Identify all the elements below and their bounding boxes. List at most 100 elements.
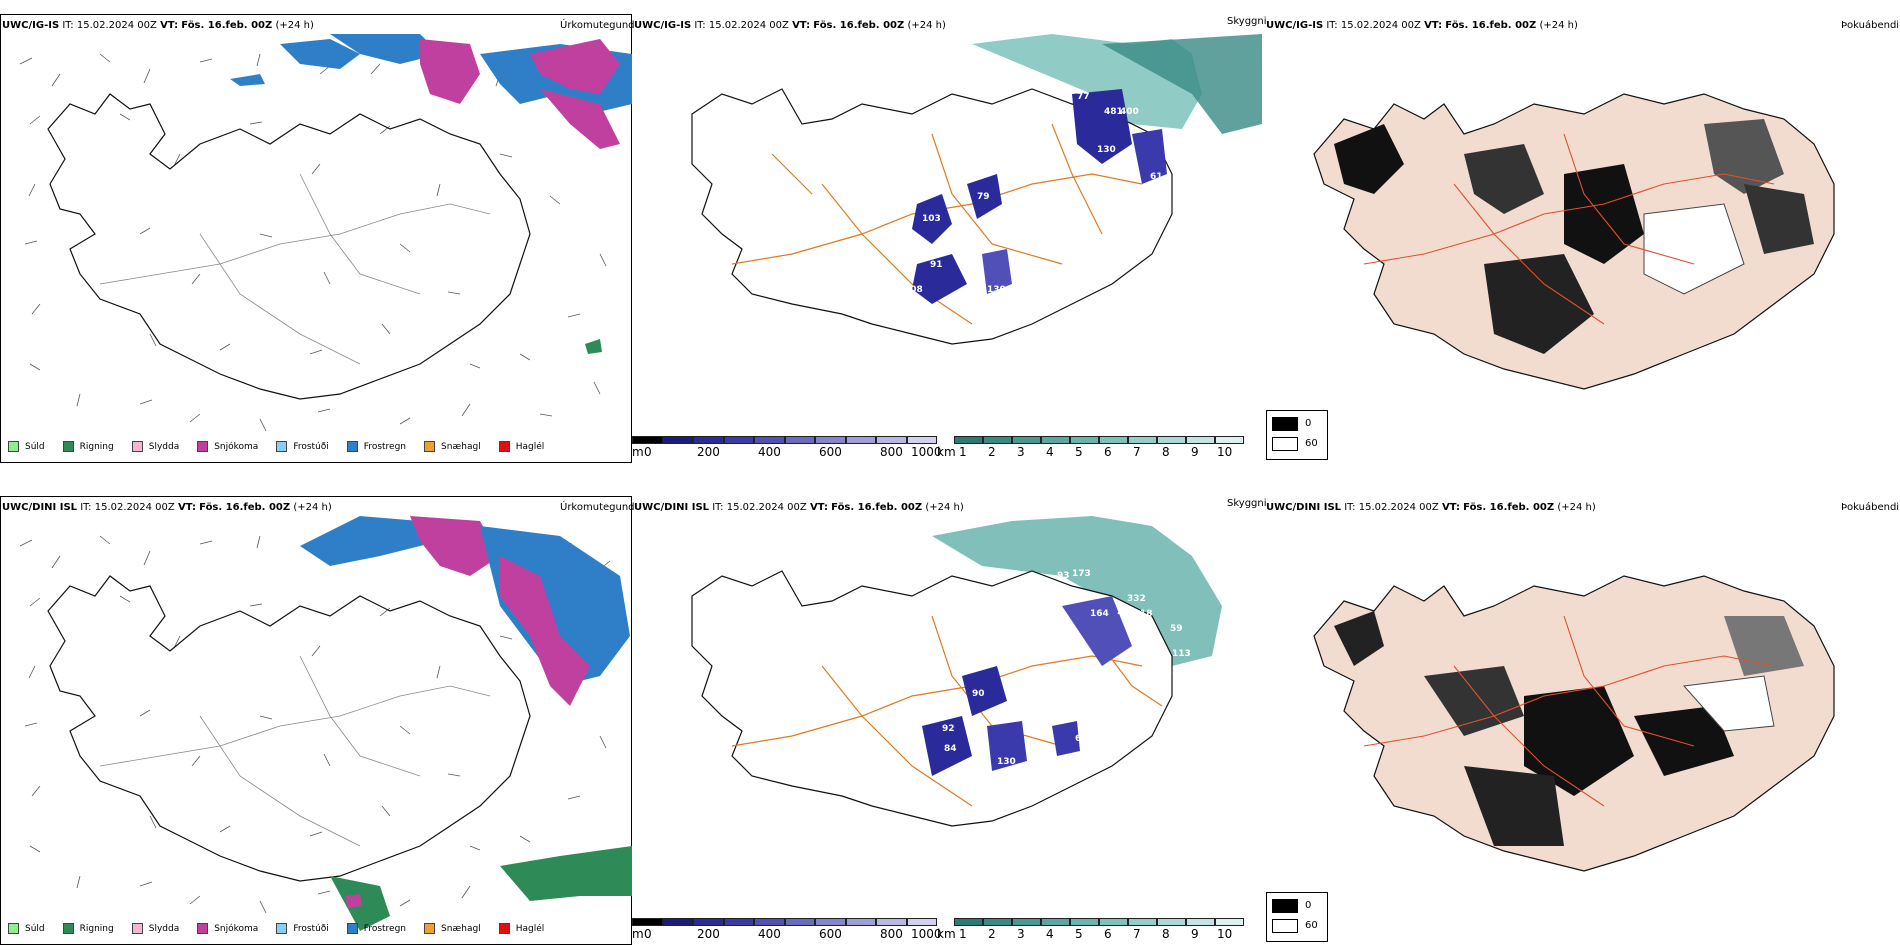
precip-map — [19, 34, 632, 432]
map-value-label: 105 — [1137, 202, 1156, 212]
colorbar-tick: 400 — [758, 445, 781, 459]
legend-item: Snæhagl — [424, 441, 481, 452]
map-value-label: 130 — [997, 757, 1016, 767]
visibility-map: 173 93 332 164 22 18 59 47 113 38 90 92 … — [691, 516, 1222, 827]
map-value-label: 59 — [1170, 624, 1183, 634]
fog-key-label: 60 — [1305, 920, 1318, 931]
precip-map — [19, 516, 632, 931]
visibility-value-labels: 173 93 332 164 22 18 59 47 113 38 90 92 … — [942, 569, 1191, 781]
panel-title: UWC/IG-IS IT: 15.02.2024 00Z VT: Fös. 16… — [634, 20, 946, 31]
map-value-label: 130 — [1097, 145, 1116, 155]
colorbar-tick: 9 — [1191, 927, 1199, 941]
fog-key: 0 60 — [1266, 892, 1328, 942]
panel-field-name: Úrkomutegund — [560, 502, 635, 513]
panel-field-name: Skyggni — [1227, 498, 1267, 509]
map-value-label: 47 — [1137, 641, 1150, 651]
fog-map — [1313, 93, 1835, 390]
fog-key: 0 60 — [1266, 410, 1328, 460]
panel-field-name: Skyggni — [1227, 16, 1267, 27]
colorbar-tick: 0 — [644, 445, 652, 459]
map-value-label: 18 — [1140, 609, 1153, 619]
legend-item: Slydda — [131, 441, 179, 452]
legend-item: Snæhagl — [424, 923, 481, 934]
colorbar-unit: m — [632, 445, 644, 459]
map-value-label: 62 — [1075, 734, 1088, 744]
legend-item: Frostúði — [276, 441, 329, 452]
colorbar-tick: 800 — [880, 445, 903, 459]
colorbar-tick: 9 — [1191, 445, 1199, 459]
colorbar-tick: 5 — [1075, 927, 1083, 941]
colorbar-tick: 10 — [1217, 927, 1233, 941]
map-value-label: 38 — [1172, 667, 1185, 677]
legend-item: Haglél — [498, 923, 544, 934]
colorbar-tick: 4 — [1046, 927, 1054, 941]
map-value-label: 103 — [922, 214, 941, 224]
colorbar-tick: 800 — [880, 927, 903, 941]
colorbar-tick: 0 — [644, 927, 652, 941]
legend-item: Haglél — [498, 441, 544, 452]
legend-item: Rigning — [62, 441, 114, 452]
iceland-coastline — [47, 575, 531, 882]
colorbar-tick: 1 — [959, 445, 967, 459]
map-value-label: 93 — [1057, 571, 1070, 581]
panel-field-name: Þokuábendi — [1841, 20, 1900, 31]
legend-item: Rigning — [62, 923, 114, 934]
colorbar-tick: 4 — [1046, 445, 1054, 459]
map-value-label: 108 — [944, 771, 963, 781]
colorbar-tick: 200 — [697, 927, 720, 941]
visibility-colorbar-km: km 1 2 3 4 5 6 7 8 9 10 — [937, 918, 1244, 944]
map-value-label: 142 — [987, 299, 1006, 309]
legend-item: Snjókoma — [197, 441, 258, 452]
colorbar-unit: m — [632, 927, 644, 941]
precip-legend: Súld Rigning Slydda Snjókoma Frostúði Fr… — [8, 441, 562, 452]
map-value-label: 108 — [904, 285, 923, 295]
colorbar-tick: 6 — [1104, 445, 1112, 459]
map-value-label: 77 — [1077, 92, 1090, 102]
legend-item: Frostúði — [276, 923, 329, 934]
fog-map — [1313, 575, 1835, 872]
map-value-label: 130 — [987, 285, 1006, 295]
wind-barbs — [19, 53, 611, 432]
map-value-label: 79 — [977, 192, 990, 202]
map-value-label: 400 — [1120, 107, 1139, 117]
legend-item: Súld — [8, 923, 45, 934]
fog-key-label: 0 — [1305, 418, 1312, 429]
panel-field-name: Úrkomutegund — [560, 20, 635, 31]
colorbar-tick: 1000 — [911, 927, 942, 941]
visibility-colorbar-m: m 0 200 400 600 800 1000 — [632, 436, 942, 462]
colorbar-tick: 7 — [1133, 927, 1141, 941]
colorbar-tick: 3 — [1017, 445, 1025, 459]
panel-title: UWC/DINI ISL IT: 15.02.2024 00Z VT: Fös.… — [1266, 502, 1596, 513]
map-value-label: 86 — [912, 237, 925, 247]
map-value-label: 61 — [1150, 172, 1163, 182]
colorbar-tick: 3 — [1017, 927, 1025, 941]
precip-legend: Súld Rigning Slydda Snjókoma Frostúði Fr… — [8, 923, 562, 934]
panel-title: UWC/IG-IS IT: 15.02.2024 00Z VT: Fös. 16… — [2, 20, 314, 31]
colorbar-tick: 2 — [988, 445, 996, 459]
colorbar-tick: 400 — [758, 927, 781, 941]
panel-field-name: Þokuábendi — [1841, 502, 1900, 513]
colorbar-tick: 10 — [1217, 445, 1233, 459]
colorbar-tick: 7 — [1133, 445, 1141, 459]
map-value-label: 91 — [930, 260, 943, 270]
map-value-label: 22 — [1117, 607, 1130, 617]
visibility-map: 103 79 86 91 108 130 142 481 400 130 98 … — [691, 34, 1262, 345]
panel-title: UWC/DINI ISL IT: 15.02.2024 00Z VT: Fös.… — [634, 502, 964, 513]
map-value-label: 481 — [1104, 107, 1123, 117]
colorbar-tick: 600 — [819, 445, 842, 459]
colorbar-unit: km — [937, 927, 956, 941]
iceland-coastline — [47, 93, 531, 400]
colorbar-tick: 8 — [1162, 927, 1170, 941]
colorbar-tick: 1 — [959, 927, 967, 941]
panel-title: UWC/DINI ISL IT: 15.02.2024 00Z VT: Fös.… — [2, 502, 332, 513]
map-value-label: 332 — [1127, 594, 1146, 604]
map-value-label: 92 — [942, 724, 955, 734]
legend-item: Snjókoma — [197, 923, 258, 934]
fog-key-label: 0 — [1305, 900, 1312, 911]
visibility-colorbar-m: m 0 200 400 600 800 1000 — [632, 918, 942, 944]
map-value-label: 98 — [1100, 187, 1113, 197]
legend-item: Frostregn — [346, 441, 406, 452]
legend-item: Súld — [8, 441, 45, 452]
colorbar-tick: 6 — [1104, 927, 1112, 941]
map-value-label: 84 — [944, 744, 957, 754]
